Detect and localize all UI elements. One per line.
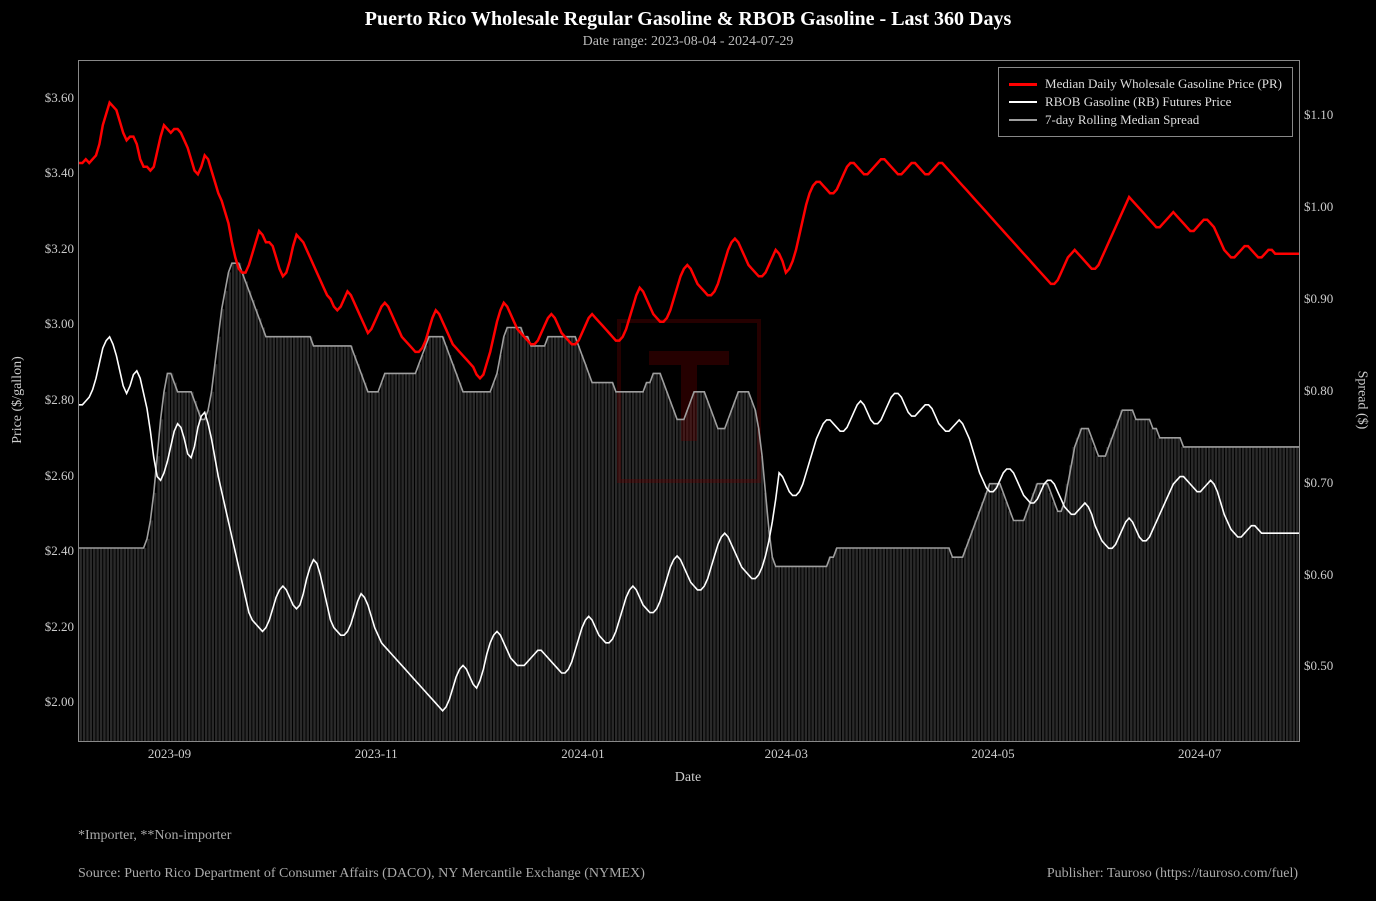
legend-item: RBOB Gasoline (RB) Futures Price [1009,94,1282,110]
y-left-tick: $3.60 [14,90,74,106]
legend-label: RBOB Gasoline (RB) Futures Price [1045,94,1231,110]
x-tick: 2023-11 [355,746,398,762]
legend-swatch [1009,101,1037,103]
y-left-label: Price ($/gallon) [10,356,26,443]
y-right-label: Spread ($) [1354,371,1370,430]
y-left-tick: $3.20 [14,241,74,257]
chart-subtitle: Date range: 2023-08-04 - 2024-07-29 [0,34,1376,50]
legend-item: 7-day Rolling Median Spread [1009,112,1282,128]
legend-swatch [1009,83,1037,86]
y-left-tick: $2.20 [14,619,74,635]
x-tick: 2024-03 [765,746,808,762]
plot-area: Median Daily Wholesale Gasoline Price (P… [78,60,1300,742]
chart-title: Puerto Rico Wholesale Regular Gasoline &… [0,8,1376,31]
y-left-tick: $3.40 [14,165,74,181]
x-label: Date [0,770,1376,786]
footnote-importer: *Importer, **Non-importer [78,828,231,844]
y-left-tick: $2.00 [14,694,74,710]
y-right-tick: $0.50 [1304,658,1364,674]
source-line: Source: Puerto Rico Department of Consum… [78,866,645,882]
x-tick: 2024-01 [561,746,604,762]
plot-svg [79,61,1299,741]
y-right-tick: $0.70 [1304,475,1364,491]
y-right-tick: $1.10 [1304,107,1364,123]
y-left-tick: $3.00 [14,316,74,332]
x-tick: 2024-07 [1178,746,1221,762]
chart-container: Puerto Rico Wholesale Regular Gasoline &… [0,0,1376,901]
y-left-tick: $2.40 [14,543,74,559]
publisher-line: Publisher: Tauroso (https://tauroso.com/… [1047,866,1298,882]
y-right-tick: $1.00 [1304,199,1364,215]
y-right-tick: $0.60 [1304,567,1364,583]
legend-label: Median Daily Wholesale Gasoline Price (P… [1045,76,1282,92]
legend-label: 7-day Rolling Median Spread [1045,112,1199,128]
x-tick: 2024-05 [971,746,1014,762]
legend-item: Median Daily Wholesale Gasoline Price (P… [1009,76,1282,92]
legend: Median Daily Wholesale Gasoline Price (P… [998,67,1293,137]
y-left-tick: $2.60 [14,468,74,484]
x-tick: 2023-09 [148,746,191,762]
y-right-tick: $0.90 [1304,291,1364,307]
legend-swatch [1009,119,1037,121]
